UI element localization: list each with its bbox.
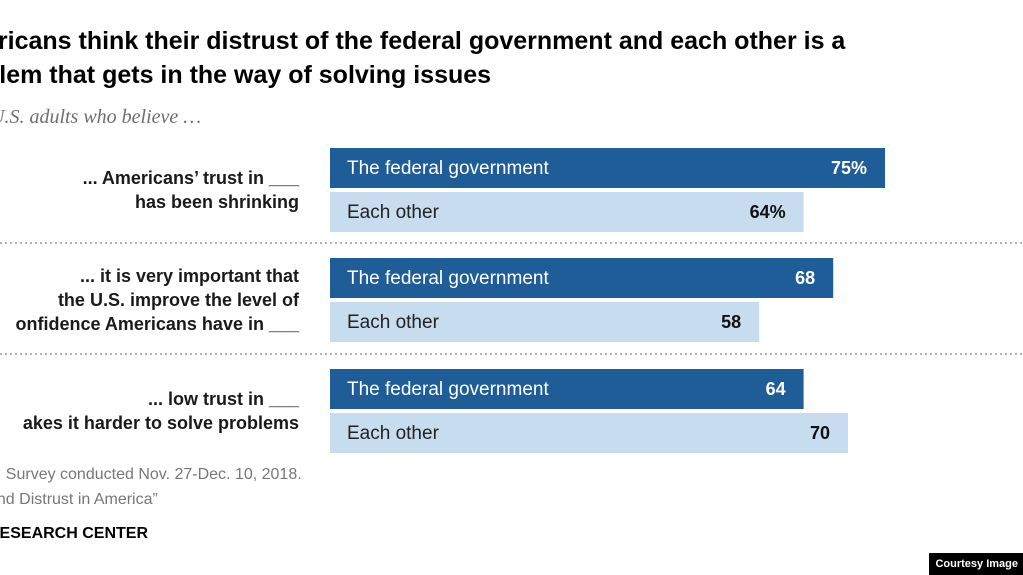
bar-each-other-3 xyxy=(330,413,848,453)
source-note: and Distrust in America” xyxy=(0,491,158,508)
bar-series-label: Each other xyxy=(347,202,440,223)
bar-series-label: The federal government xyxy=(347,379,549,400)
row-label-line: ... low trust in ___ xyxy=(148,389,300,409)
bar-value-label: 58 xyxy=(721,312,741,332)
org-name: RESEARCH CENTER xyxy=(0,525,149,542)
chart-title: ericans think their distrust of the fede… xyxy=(0,24,1023,92)
row-label-line: onfidence Americans have in ___ xyxy=(16,314,300,334)
bar-value-label: 75% xyxy=(831,158,867,178)
title-line-2: blem that gets in the way of solving iss… xyxy=(0,61,492,89)
bar-value-label: 64 xyxy=(766,379,786,399)
row-label-line: ... it is very important that xyxy=(80,266,299,286)
bar-chart: The federal government 75% Each other 64%..… xyxy=(0,148,1023,453)
bar-value-label: 70 xyxy=(810,423,830,443)
row-label-line: has been shrinking xyxy=(135,192,299,212)
bar-series-label: Each other xyxy=(347,312,440,333)
bar-series-label: The federal government xyxy=(347,268,549,289)
bar-government-2 xyxy=(330,258,834,298)
chart-subtitle: U.S. adults who believe … xyxy=(0,106,202,128)
row-label-line: ... Americans’ trust in ___ xyxy=(83,168,300,188)
bar-government-3 xyxy=(330,369,804,409)
bar-each-other-2 xyxy=(330,302,760,342)
bar-value-label: 64% xyxy=(750,202,786,222)
bar-government-1 xyxy=(330,148,885,188)
title-line-1: ericans think their distrust of the fede… xyxy=(0,27,846,55)
bar-series-label: Each other xyxy=(347,423,440,444)
bar-each-other-1 xyxy=(330,192,804,232)
courtesy-badge: Courtesy Image xyxy=(929,553,1023,575)
bar-value-label: 68 xyxy=(795,268,815,288)
bar-series-label: The federal government xyxy=(347,158,549,179)
survey-note: e: Survey conducted Nov. 27-Dec. 10, 201… xyxy=(0,466,302,483)
row-label-line: akes it harder to solve problems xyxy=(23,413,299,433)
row-label-line: the U.S. improve the level of xyxy=(58,290,300,310)
